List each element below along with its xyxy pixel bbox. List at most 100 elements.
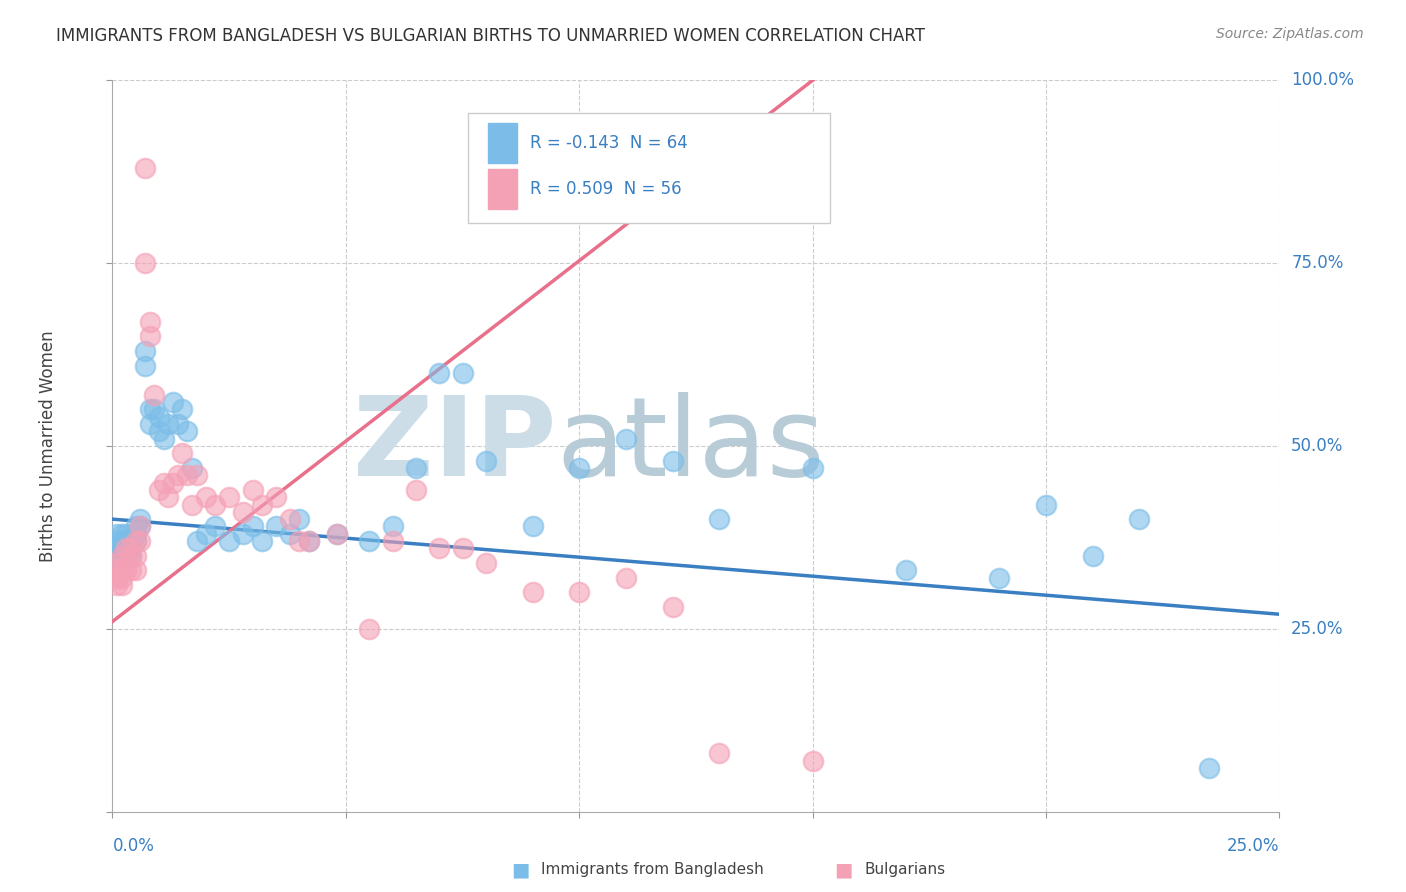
- Text: R = -0.143  N = 64: R = -0.143 N = 64: [530, 134, 688, 152]
- Point: [125, 534, 148, 549]
- Point: [120, 563, 142, 577]
- Text: ZIP: ZIP: [353, 392, 555, 500]
- Point: [105, 526, 128, 541]
- Point: [105, 563, 128, 577]
- Point: [134, 256, 156, 270]
- Point: [148, 425, 170, 439]
- Point: [134, 161, 156, 175]
- Point: [166, 468, 188, 483]
- Point: [134, 343, 156, 358]
- Point: [105, 556, 128, 570]
- Point: [232, 505, 254, 519]
- Text: R = 0.509  N = 56: R = 0.509 N = 56: [530, 180, 682, 198]
- Point: [176, 425, 198, 439]
- Point: [180, 461, 202, 475]
- Point: [232, 526, 254, 541]
- Point: [125, 563, 148, 577]
- Point: [172, 402, 194, 417]
- Point: [194, 490, 217, 504]
- Point: [325, 526, 347, 541]
- Point: [111, 578, 134, 592]
- Point: [242, 519, 264, 533]
- Point: [475, 453, 498, 467]
- Point: [153, 432, 176, 446]
- Point: [125, 519, 148, 533]
- Bar: [488, 123, 517, 163]
- Point: [115, 556, 138, 570]
- Point: [111, 526, 134, 541]
- Text: Source: ZipAtlas.com: Source: ZipAtlas.com: [1216, 27, 1364, 41]
- Bar: [488, 169, 517, 209]
- Point: [1081, 549, 1104, 563]
- Point: [568, 461, 591, 475]
- Point: [264, 490, 287, 504]
- Point: [115, 541, 138, 556]
- Point: [172, 446, 194, 460]
- Point: [614, 571, 637, 585]
- Point: [125, 526, 148, 541]
- Point: [157, 417, 180, 431]
- Point: [176, 468, 198, 483]
- Text: 0.0%: 0.0%: [112, 838, 155, 855]
- Point: [111, 571, 134, 585]
- Point: [264, 519, 287, 533]
- Point: [1128, 512, 1150, 526]
- Point: [522, 585, 544, 599]
- Point: [288, 512, 311, 526]
- Point: [204, 519, 226, 533]
- Point: [359, 534, 381, 549]
- Point: [162, 475, 184, 490]
- Text: IMMIGRANTS FROM BANGLADESH VS BULGARIAN BIRTHS TO UNMARRIED WOMEN CORRELATION CH: IMMIGRANTS FROM BANGLADESH VS BULGARIAN …: [56, 27, 925, 45]
- Point: [105, 541, 128, 556]
- Point: [709, 746, 731, 760]
- Point: [297, 534, 319, 549]
- Point: [105, 534, 128, 549]
- Point: [709, 512, 731, 526]
- Point: [242, 483, 264, 497]
- Point: [129, 519, 152, 533]
- Point: [1198, 761, 1220, 775]
- Text: 100.0%: 100.0%: [1291, 71, 1354, 89]
- Point: [278, 512, 301, 526]
- Text: ■: ■: [834, 860, 853, 880]
- Text: 50.0%: 50.0%: [1291, 437, 1344, 455]
- Point: [115, 541, 138, 556]
- Point: [218, 490, 240, 504]
- Text: ■: ■: [510, 860, 530, 880]
- FancyBboxPatch shape: [468, 113, 830, 223]
- Point: [278, 526, 301, 541]
- Text: 25.0%: 25.0%: [1291, 620, 1344, 638]
- Point: [139, 329, 162, 343]
- Point: [115, 526, 138, 541]
- Point: [120, 549, 142, 563]
- Point: [111, 549, 134, 563]
- Point: [120, 534, 142, 549]
- Point: [522, 519, 544, 533]
- Point: [988, 571, 1011, 585]
- Point: [894, 563, 917, 577]
- Point: [139, 417, 162, 431]
- Point: [568, 585, 591, 599]
- Point: [405, 461, 427, 475]
- Point: [148, 409, 170, 424]
- Point: [801, 754, 824, 768]
- Point: [359, 622, 381, 636]
- Text: 25.0%: 25.0%: [1227, 838, 1279, 855]
- Point: [325, 526, 347, 541]
- Point: [129, 534, 152, 549]
- Point: [139, 315, 162, 329]
- Point: [105, 578, 128, 592]
- Text: Bulgarians: Bulgarians: [865, 863, 946, 877]
- Point: [129, 512, 152, 526]
- Text: Births to Unmarried Women: Births to Unmarried Women: [39, 330, 58, 562]
- Point: [120, 549, 142, 563]
- Point: [381, 519, 404, 533]
- Point: [186, 534, 208, 549]
- Point: [153, 475, 176, 490]
- Point: [120, 541, 142, 556]
- Point: [614, 432, 637, 446]
- Point: [297, 534, 319, 549]
- Text: Immigrants from Bangladesh: Immigrants from Bangladesh: [541, 863, 763, 877]
- Point: [111, 534, 134, 549]
- Point: [111, 541, 134, 556]
